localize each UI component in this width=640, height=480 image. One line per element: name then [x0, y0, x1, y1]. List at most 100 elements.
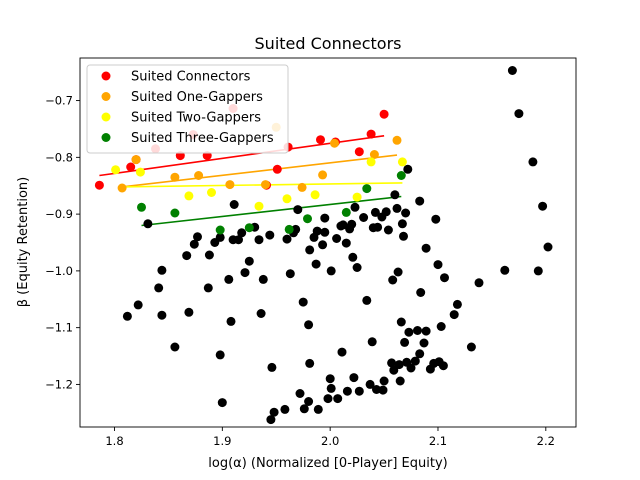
data-point: [449, 310, 459, 320]
data-point: [507, 66, 517, 75]
data-point: [282, 194, 292, 204]
data-point: [438, 361, 448, 371]
data-point: [312, 226, 322, 236]
data-point: [415, 196, 425, 206]
data-point: [338, 220, 348, 230]
data-point: [135, 167, 145, 177]
data-point: [184, 307, 194, 317]
data-point: [311, 259, 321, 269]
data-point: [323, 394, 333, 404]
data-point: [372, 385, 381, 394]
legend-label: Suited Two-Gappers: [131, 111, 261, 126]
data-point: [282, 234, 292, 244]
data-point: [184, 191, 194, 201]
data-point: [379, 376, 389, 386]
data-point: [305, 358, 315, 368]
data-point: [254, 235, 264, 245]
data-point: [392, 203, 402, 213]
data-point: [354, 386, 364, 396]
data-point: [421, 243, 431, 253]
legend-marker: [101, 92, 111, 101]
data-point: [401, 208, 411, 218]
legend-marker: [101, 71, 111, 81]
x-tick-label: 2.0: [321, 434, 339, 448]
x-axis-label: log(α) (Normalized [0-Player] Equity): [208, 456, 447, 471]
data-point: [362, 184, 372, 194]
data-point: [204, 250, 214, 260]
data-point: [305, 245, 315, 255]
data-point: [474, 278, 484, 288]
data-point: [94, 180, 104, 190]
axes-frame: [79, 57, 577, 428]
data-point: [341, 207, 351, 217]
data-point: [466, 342, 476, 352]
data-point: [387, 358, 397, 368]
data-point: [122, 311, 132, 321]
data-point: [413, 326, 422, 335]
x-tick-label: 1.8: [105, 434, 123, 448]
data-point: [332, 234, 342, 243]
data-point: [157, 310, 167, 320]
data-point: [395, 376, 405, 386]
data-point: [538, 201, 548, 211]
data-point: [404, 327, 414, 337]
data-point: [421, 326, 431, 336]
data-point: [258, 274, 268, 284]
data-point: [396, 171, 406, 180]
data-point: [310, 190, 320, 200]
data-point: [367, 337, 377, 347]
y-axis-ticks: −0.7 −0.8 −0.9 −1.0 −1.1 −1.2: [45, 94, 80, 391]
data-point: [154, 283, 164, 293]
data-point: [303, 214, 312, 224]
legend-marker: [101, 133, 111, 142]
data-point: [365, 379, 375, 389]
data-point: [193, 232, 202, 242]
x-tick-label: 1.9: [213, 434, 231, 448]
data-point: [416, 288, 426, 297]
data-point: [330, 138, 339, 148]
data-point: [325, 374, 335, 384]
data-point: [352, 263, 362, 272]
y-tick-label: −1.2: [45, 377, 73, 391]
data-point: [215, 350, 225, 360]
data-point: [234, 235, 243, 245]
data-point: [410, 356, 420, 366]
data-point: [254, 201, 264, 211]
data-point: [298, 297, 308, 307]
data-point: [348, 252, 358, 262]
trend-line: [122, 154, 398, 188]
data-point: [379, 109, 389, 119]
data-point: [215, 225, 225, 235]
points-layer: [94, 66, 553, 425]
data-point: [349, 373, 359, 383]
legend: Suited Connectors Suited One-Gappers Suite…: [86, 64, 289, 154]
chart-title: Suited Connectors: [255, 34, 402, 53]
plot-area: [94, 66, 553, 425]
data-point: [131, 155, 141, 165]
data-point: [229, 200, 239, 209]
data-point: [393, 267, 403, 277]
data-point: [394, 360, 404, 370]
data-point: [320, 213, 330, 223]
x-tick-label: 2.1: [429, 434, 447, 448]
y-tick-label: −0.7: [45, 94, 73, 108]
legend-label: Suited One-Gappers: [131, 90, 263, 105]
data-point: [342, 386, 352, 396]
data-point: [280, 404, 290, 414]
legend-label: Suited Connectors: [131, 70, 251, 85]
data-point: [170, 342, 180, 352]
data-point: [326, 266, 336, 276]
data-point: [217, 398, 227, 408]
data-point: [304, 397, 314, 406]
data-point: [406, 363, 416, 373]
data-point: [433, 260, 443, 270]
data-point: [285, 269, 295, 279]
data-point: [256, 309, 266, 318]
data-point: [436, 322, 446, 331]
data-point: [369, 150, 379, 159]
data-point: [397, 219, 407, 229]
data-point: [111, 165, 121, 175]
data-point: [354, 147, 364, 157]
data-point: [440, 273, 449, 283]
